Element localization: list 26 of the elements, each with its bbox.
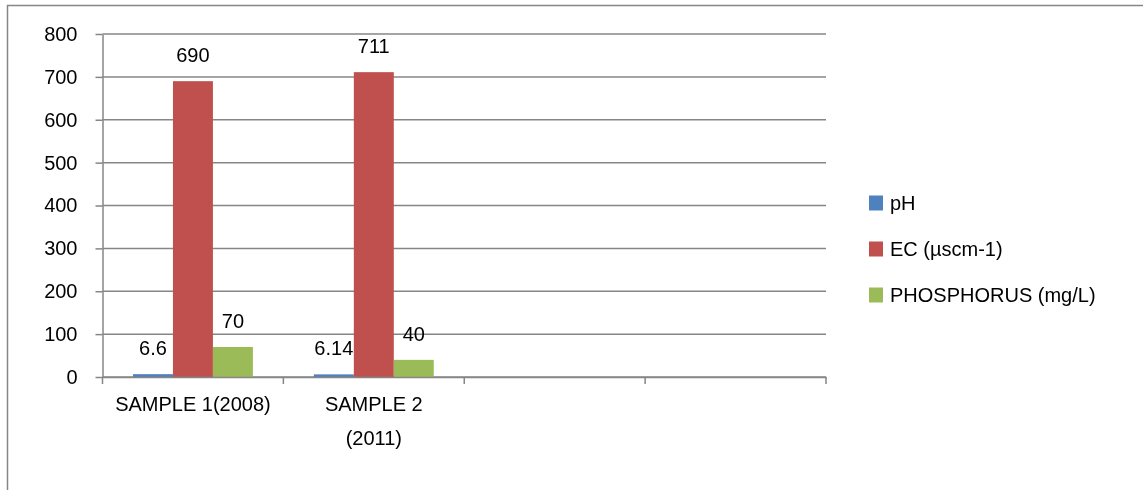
y-tick-label: 400 bbox=[44, 194, 78, 217]
legend-label: pH bbox=[890, 192, 916, 214]
bar bbox=[313, 374, 354, 377]
y-tick-label: 800 bbox=[44, 22, 78, 45]
data-label: 40 bbox=[402, 322, 425, 345]
bar bbox=[393, 359, 434, 377]
x-tick-label: SAMPLE 2 (2011) bbox=[324, 393, 423, 449]
bar bbox=[172, 81, 213, 377]
bar bbox=[212, 346, 253, 377]
data-label: 70 bbox=[221, 309, 245, 332]
y-tick-label: 0 bbox=[66, 365, 78, 388]
legend-label: EC (µscm-1) bbox=[890, 238, 1003, 260]
y-tick-label: 100 bbox=[44, 323, 78, 346]
data-label: 690 bbox=[176, 44, 210, 67]
x-tick-label: SAMPLE 1(2008) bbox=[115, 393, 271, 415]
data-label: 6.6 bbox=[139, 337, 167, 360]
bar bbox=[353, 72, 394, 377]
y-tick-label: 200 bbox=[44, 280, 78, 303]
y-tick-label: 500 bbox=[44, 151, 78, 174]
y-tick-label: 600 bbox=[44, 108, 78, 131]
y-tick-label: 700 bbox=[44, 65, 78, 88]
data-label: 711 bbox=[357, 35, 390, 58]
y-tick-label: 300 bbox=[44, 237, 78, 260]
data-label: 6.14 bbox=[314, 337, 354, 360]
legend-label: PHOSPHORUS (mg/L) bbox=[890, 284, 1096, 306]
bar bbox=[132, 374, 173, 377]
